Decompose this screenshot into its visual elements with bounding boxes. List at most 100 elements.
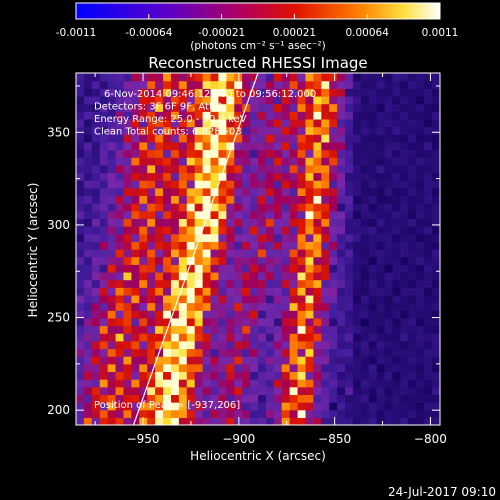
heatmap-cell bbox=[258, 134, 267, 143]
heatmap-cell bbox=[218, 118, 227, 128]
heatmap-cell bbox=[400, 103, 409, 112]
heatmap-cell bbox=[424, 95, 433, 105]
heatmap-cell bbox=[345, 88, 354, 97]
heatmap-cell bbox=[384, 218, 394, 227]
heatmap-cell bbox=[265, 340, 275, 350]
heatmap-cell bbox=[234, 157, 243, 166]
x-tick-label: −900 bbox=[222, 432, 255, 446]
heatmap-cell bbox=[186, 203, 196, 212]
heatmap-cell bbox=[392, 348, 402, 357]
heatmap-cell bbox=[376, 241, 386, 250]
heatmap-cell bbox=[258, 386, 267, 395]
heatmap-cell bbox=[432, 271, 440, 281]
heatmap-cell bbox=[139, 302, 148, 311]
heatmap-cell bbox=[155, 371, 164, 380]
heatmap-cell bbox=[218, 333, 227, 342]
heatmap-cell bbox=[234, 80, 243, 89]
heatmap-cell bbox=[163, 226, 172, 235]
heatmap-cell bbox=[376, 371, 386, 380]
heatmap-cell bbox=[392, 302, 402, 311]
heatmap-cell bbox=[360, 103, 370, 112]
heatmap-cell bbox=[186, 149, 196, 158]
heatmap-cell bbox=[250, 73, 259, 82]
heatmap-cell bbox=[313, 356, 322, 365]
heatmap-cell bbox=[432, 256, 440, 265]
heatmap-cell bbox=[345, 103, 354, 112]
heatmap-cell bbox=[352, 233, 362, 242]
peak-position-label: Position of Peak = [-937,206] bbox=[94, 400, 240, 411]
heatmap-cell bbox=[408, 394, 417, 403]
heatmap-cell bbox=[305, 264, 314, 273]
heatmap-cell bbox=[400, 249, 409, 258]
heatmap-cell bbox=[258, 164, 267, 174]
heatmap-cell bbox=[131, 302, 140, 311]
heatmap-cell bbox=[147, 218, 156, 227]
heatmap-cell bbox=[194, 386, 204, 395]
heatmap-cell bbox=[337, 417, 346, 425]
heatmap-cell bbox=[321, 180, 330, 189]
heatmap-cell bbox=[178, 402, 188, 411]
heatmap-cell bbox=[400, 333, 409, 342]
heatmap-cell bbox=[107, 417, 117, 425]
heatmap-cell bbox=[147, 226, 156, 235]
colorbar-tick-label: -0.00021 bbox=[198, 27, 245, 39]
heatmap-cell bbox=[313, 325, 322, 334]
heatmap-cell bbox=[242, 195, 251, 204]
heatmap-cell bbox=[424, 249, 433, 258]
heatmap-cell bbox=[250, 111, 259, 120]
heatmap-cell bbox=[432, 195, 440, 204]
heatmap-cell bbox=[178, 111, 188, 120]
heatmap-cell bbox=[258, 203, 267, 212]
heatmap-cell bbox=[131, 333, 140, 342]
heatmap-cell bbox=[131, 187, 140, 197]
heatmap-cell bbox=[194, 180, 204, 189]
heatmap-cell bbox=[170, 111, 180, 120]
heatmap-cell bbox=[202, 279, 212, 288]
heatmap-cell bbox=[99, 73, 109, 82]
heatmap-cell bbox=[218, 141, 227, 151]
heatmap-cell bbox=[226, 88, 235, 97]
heatmap-cell bbox=[202, 73, 212, 82]
heatmap-cell bbox=[163, 302, 172, 311]
heatmap-cell bbox=[99, 348, 109, 357]
heatmap-cell bbox=[392, 402, 402, 411]
heatmap-cell bbox=[170, 287, 180, 296]
heatmap-cell bbox=[368, 287, 378, 296]
heatmap-cell bbox=[321, 402, 330, 411]
heatmap-cell bbox=[400, 379, 409, 388]
heatmap-cell bbox=[139, 187, 148, 197]
heatmap-cell bbox=[83, 172, 93, 181]
heatmap-cell bbox=[186, 333, 196, 342]
heatmap-cell bbox=[178, 371, 188, 380]
heatmap-cell bbox=[210, 164, 220, 174]
heatmap-cell bbox=[337, 249, 346, 258]
heatmap-cell bbox=[202, 80, 212, 89]
heatmap-cell bbox=[337, 317, 346, 327]
heatmap-cell bbox=[178, 287, 188, 296]
heatmap-cell bbox=[99, 134, 109, 143]
plot-area bbox=[76, 73, 440, 425]
heatmap-cell bbox=[155, 325, 164, 334]
heatmap-cell bbox=[368, 226, 378, 235]
heatmap-cell bbox=[155, 402, 164, 411]
heatmap-cell bbox=[115, 302, 125, 311]
heatmap-cell bbox=[352, 379, 362, 388]
heatmap-cell bbox=[202, 256, 212, 265]
heatmap-cell bbox=[432, 180, 440, 189]
heatmap-cell bbox=[76, 325, 85, 334]
heatmap-cell bbox=[345, 134, 354, 143]
heatmap-cell bbox=[178, 386, 188, 395]
heatmap-cell bbox=[170, 356, 180, 365]
heatmap-cell bbox=[329, 279, 338, 288]
heatmap-cell bbox=[305, 103, 314, 112]
heatmap-cell bbox=[400, 363, 409, 373]
heatmap-cell bbox=[218, 195, 227, 204]
heatmap-cell bbox=[115, 172, 125, 181]
heatmap-cell bbox=[131, 279, 140, 288]
heatmap-cell bbox=[83, 409, 93, 418]
heatmap-cell bbox=[178, 409, 188, 418]
heatmap-cell bbox=[107, 111, 117, 120]
heatmap-cell bbox=[273, 218, 283, 227]
heatmap-cell bbox=[258, 126, 267, 135]
heatmap-cell bbox=[345, 157, 354, 166]
